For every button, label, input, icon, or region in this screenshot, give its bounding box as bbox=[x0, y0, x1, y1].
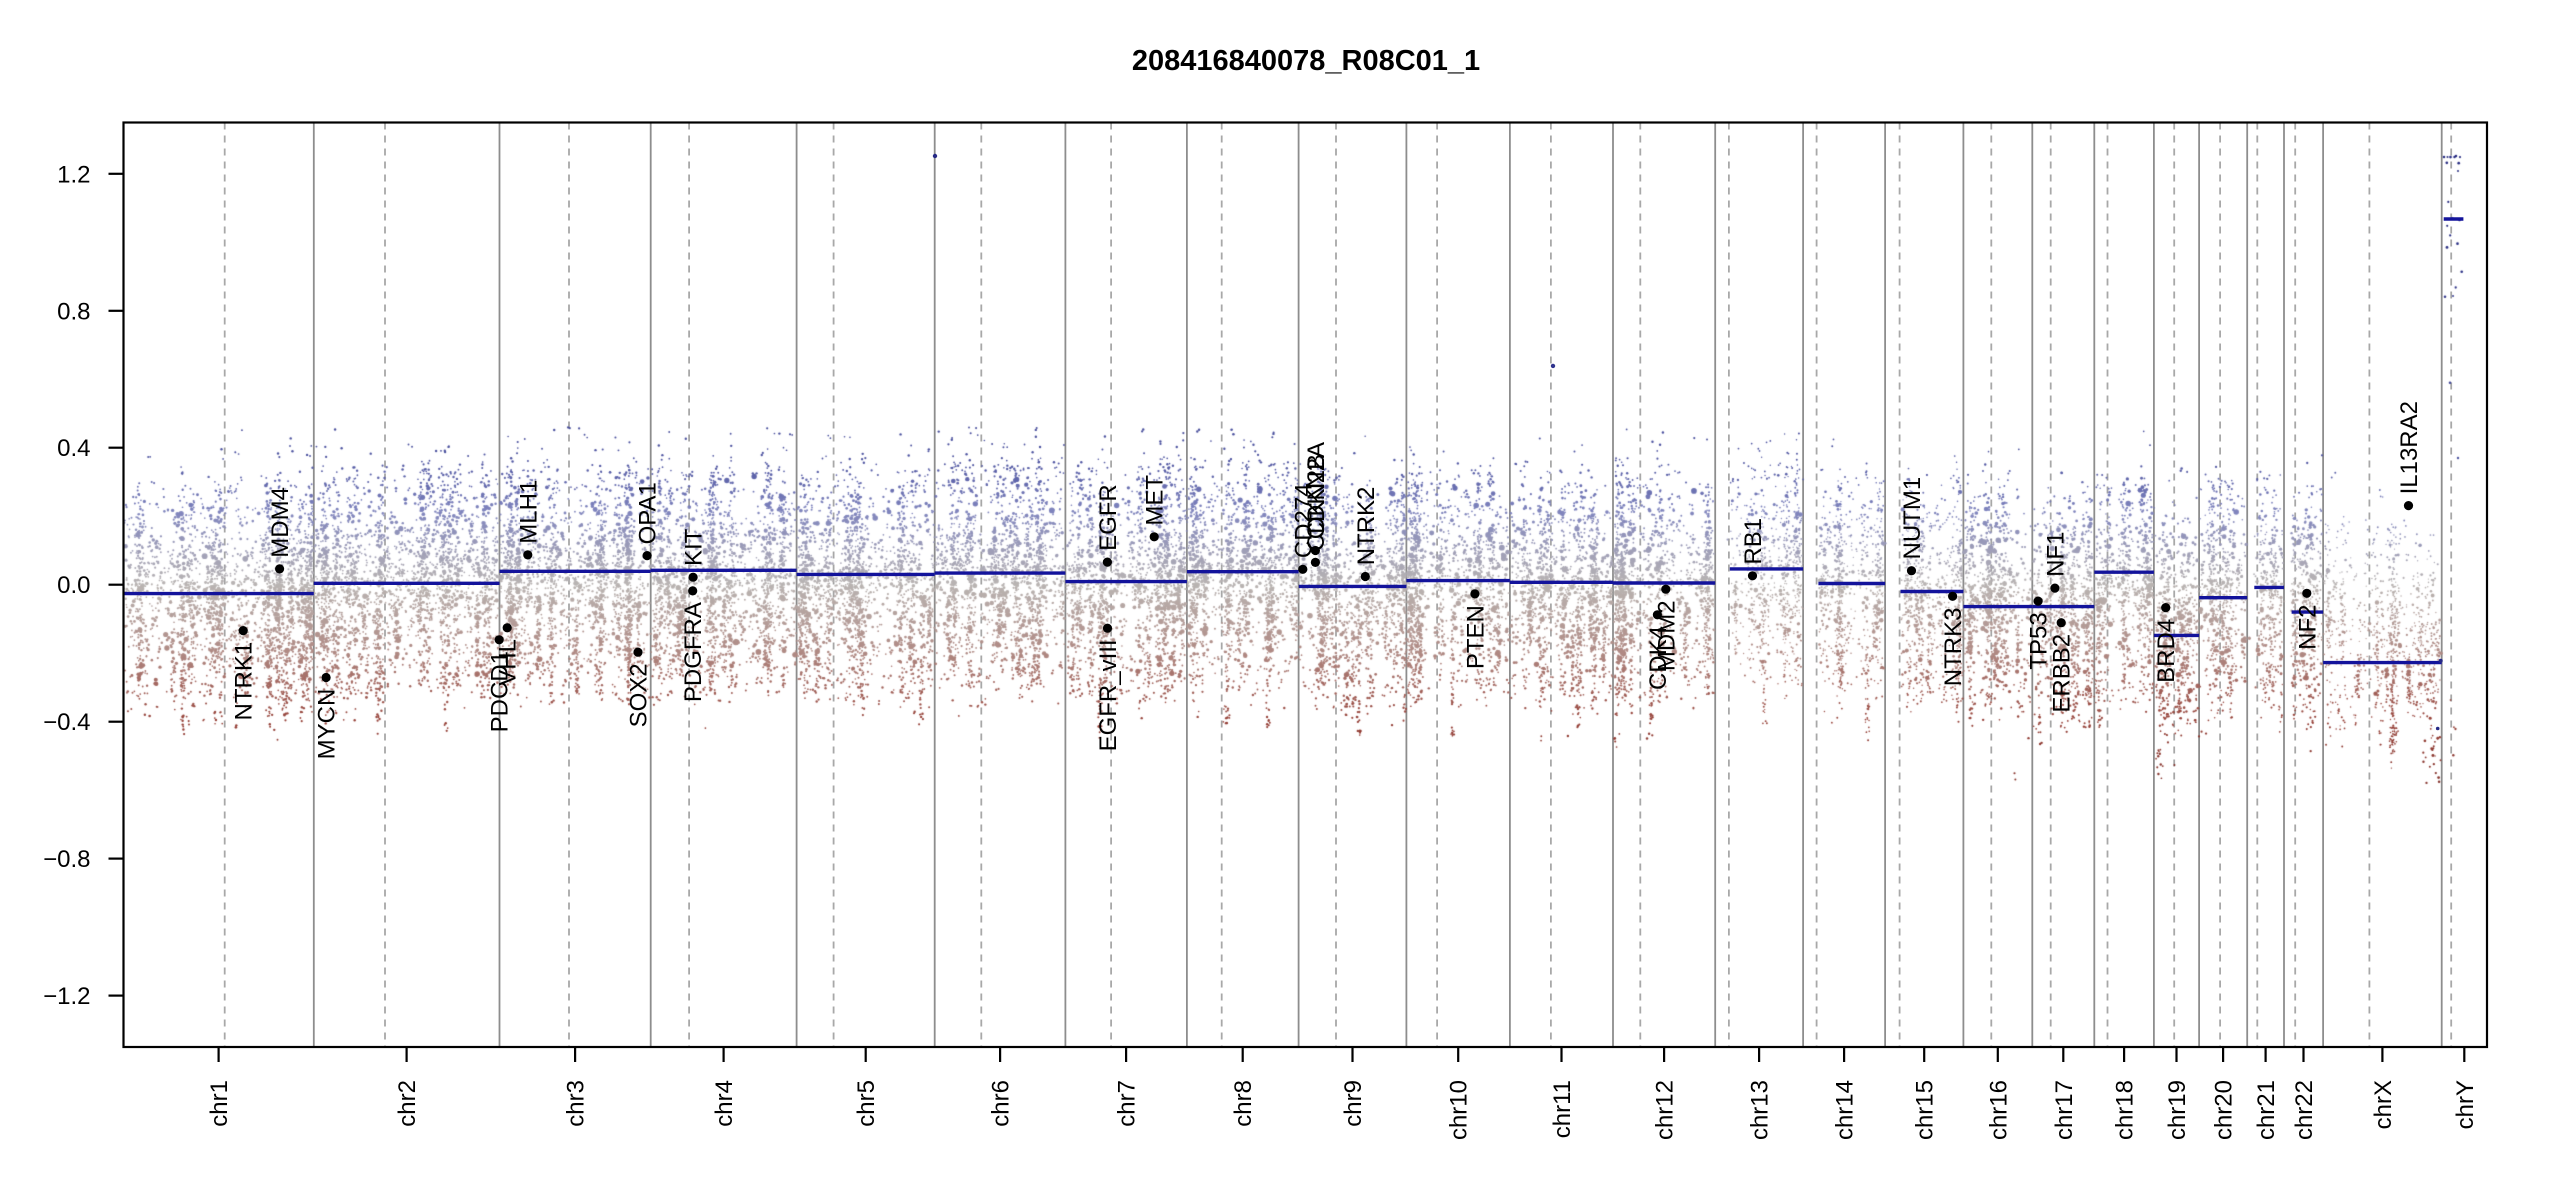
svg-text:chrY: chrY bbox=[2452, 1080, 2479, 1129]
svg-text:−0.8: −0.8 bbox=[43, 846, 90, 873]
svg-text:CDKN2A: CDKN2A bbox=[1303, 442, 1330, 539]
svg-text:NF1: NF1 bbox=[2042, 532, 2069, 577]
svg-text:chr14: chr14 bbox=[1832, 1080, 1859, 1140]
svg-text:chr11: chr11 bbox=[1549, 1080, 1576, 1138]
svg-text:chrX: chrX bbox=[2370, 1080, 2397, 1129]
svg-text:NUTM1: NUTM1 bbox=[1899, 477, 1926, 560]
svg-text:chr10: chr10 bbox=[1446, 1080, 1473, 1140]
svg-text:PTEN: PTEN bbox=[1462, 605, 1489, 669]
svg-text:chr8: chr8 bbox=[1230, 1080, 1257, 1127]
svg-text:chr2: chr2 bbox=[394, 1080, 421, 1127]
svg-text:−1.2: −1.2 bbox=[43, 983, 90, 1010]
svg-text:ERBB2: ERBB2 bbox=[2049, 634, 2076, 713]
svg-text:−0.4: −0.4 bbox=[43, 709, 90, 736]
svg-text:TP53: TP53 bbox=[2026, 612, 2053, 669]
svg-text:chr13: chr13 bbox=[1747, 1080, 1774, 1140]
svg-text:chr19: chr19 bbox=[2164, 1080, 2191, 1140]
svg-text:IL13RA2: IL13RA2 bbox=[2396, 401, 2423, 494]
svg-text:chr12: chr12 bbox=[1652, 1080, 1679, 1140]
svg-text:chr17: chr17 bbox=[2051, 1080, 2078, 1140]
svg-text:NTRK1: NTRK1 bbox=[231, 642, 258, 721]
svg-text:SOX2: SOX2 bbox=[626, 663, 653, 727]
svg-text:chr5: chr5 bbox=[853, 1080, 880, 1127]
svg-text:chr9: chr9 bbox=[1340, 1080, 1367, 1127]
svg-text:chr7: chr7 bbox=[1114, 1080, 1141, 1127]
svg-text:OPA1: OPA1 bbox=[635, 482, 662, 544]
svg-text:VHL: VHL bbox=[495, 639, 522, 686]
svg-text:PDGFRA: PDGFRA bbox=[680, 602, 707, 702]
svg-text:NF2: NF2 bbox=[2294, 605, 2321, 650]
svg-text:MET: MET bbox=[1142, 475, 1169, 526]
svg-text:1.2: 1.2 bbox=[57, 161, 90, 188]
svg-text:BRD4: BRD4 bbox=[2153, 619, 2180, 683]
svg-text:chr4: chr4 bbox=[711, 1080, 738, 1127]
svg-text:chr22: chr22 bbox=[2291, 1080, 2318, 1140]
svg-text:0.8: 0.8 bbox=[57, 298, 90, 325]
svg-text:CD274: CD274 bbox=[1290, 483, 1317, 558]
svg-text:PDCD1: PDCD1 bbox=[487, 651, 514, 732]
svg-text:EGFR: EGFR bbox=[1095, 484, 1122, 551]
svg-text:chr15: chr15 bbox=[1912, 1080, 1939, 1140]
svg-text:chr6: chr6 bbox=[988, 1080, 1015, 1127]
svg-text:chr18: chr18 bbox=[2112, 1080, 2139, 1140]
svg-text:NTRK3: NTRK3 bbox=[1940, 608, 1967, 687]
svg-text:NTRK2: NTRK2 bbox=[1353, 487, 1380, 566]
svg-text:chr1: chr1 bbox=[206, 1080, 233, 1127]
svg-text:MLH1: MLH1 bbox=[515, 480, 542, 544]
svg-text:chr21: chr21 bbox=[2253, 1080, 2280, 1140]
svg-text:EGFR_vIII: EGFR_vIII bbox=[1095, 639, 1122, 751]
svg-text:KIT: KIT bbox=[681, 528, 708, 566]
svg-text:MDM2: MDM2 bbox=[1653, 600, 1680, 671]
svg-text:RB1: RB1 bbox=[1740, 518, 1767, 565]
svg-text:0.4: 0.4 bbox=[57, 435, 90, 462]
svg-text:0.0: 0.0 bbox=[57, 572, 90, 599]
svg-text:MDM4: MDM4 bbox=[267, 487, 294, 558]
svg-text:chr20: chr20 bbox=[2211, 1080, 2238, 1140]
svg-text:208416840078_R08C01_1: 208416840078_R08C01_1 bbox=[1132, 45, 1480, 77]
svg-text:MYCN: MYCN bbox=[314, 689, 341, 760]
svg-text:chr16: chr16 bbox=[1985, 1080, 2012, 1140]
svg-text:CDKN2B: CDKN2B bbox=[1303, 454, 1330, 551]
svg-text:CDK4: CDK4 bbox=[1645, 626, 1672, 690]
svg-text:chr3: chr3 bbox=[563, 1080, 590, 1127]
